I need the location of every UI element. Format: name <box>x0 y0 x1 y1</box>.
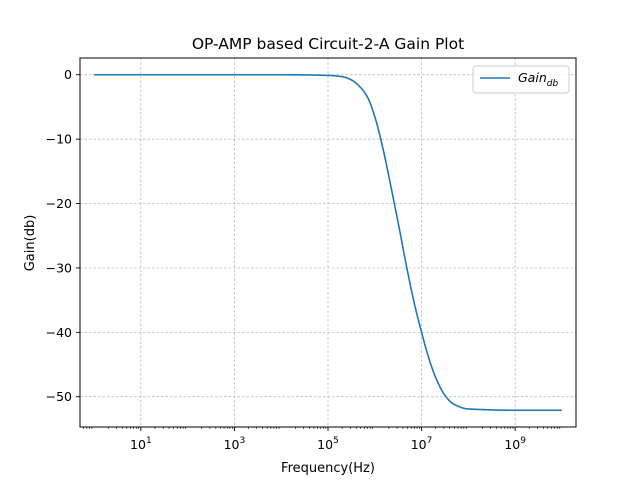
x-axis-label: Frequency(Hz) <box>281 461 375 476</box>
y-tick-label: −20 <box>46 196 72 211</box>
tick-marks: 101 103 105 107 109 0 −10 −20 −30 −40 −50 <box>46 67 561 452</box>
legend: Gaindb <box>472 65 570 94</box>
chart-title: OP-AMP based Circuit-2-A Gain Plot <box>192 35 464 53</box>
gain-db-line <box>94 73 562 412</box>
y-tick-label: −10 <box>46 132 72 147</box>
y-tick-label: 0 <box>64 67 72 82</box>
x-tick-label: 105 <box>317 436 339 452</box>
y-tick-label: −50 <box>46 389 72 404</box>
grid-lines <box>80 58 576 427</box>
x-tick-label: 101 <box>130 436 152 452</box>
y-tick-label: −30 <box>46 260 72 275</box>
y-tick-label: −40 <box>46 325 72 340</box>
legend-label: Gaindb <box>518 70 558 89</box>
series-layer <box>94 73 562 412</box>
x-tick-label: 107 <box>411 436 433 452</box>
legend-box <box>472 65 570 94</box>
y-axis-label: Gain(db) <box>23 215 38 272</box>
x-tick-label: 103 <box>224 436 246 452</box>
x-tick-label: 109 <box>504 436 526 452</box>
